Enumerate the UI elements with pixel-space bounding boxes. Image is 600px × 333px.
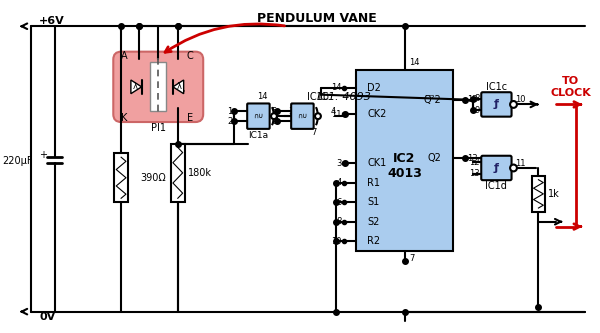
Text: TO
CLOCK: TO CLOCK [550,76,591,98]
Text: 3: 3 [289,107,294,116]
Text: 5: 5 [271,107,277,116]
Text: IC1: 4093: IC1: 4093 [317,92,370,102]
Bar [532,176,545,212]
Circle shape [315,113,321,119]
FancyBboxPatch shape [481,92,512,117]
Circle shape [510,165,517,171]
Text: 4: 4 [331,107,336,116]
Text: E: E [187,113,193,123]
Bar [151,62,166,111]
Circle shape [271,113,277,119]
Text: 14: 14 [257,92,268,101]
Text: CK2: CK2 [367,109,387,119]
Text: 3: 3 [337,159,342,167]
Text: PI1: PI1 [151,123,166,133]
Text: 10: 10 [515,95,525,104]
Text: 11: 11 [331,110,342,119]
Text: 13: 13 [469,169,480,178]
Polygon shape [173,80,184,94]
Text: λ: λ [176,82,181,91]
Text: CK1: CK1 [367,158,386,168]
Text: +: + [39,150,47,160]
Text: 7: 7 [409,254,415,263]
Bar [171,144,185,202]
Text: D2: D2 [367,83,381,93]
Text: Q̅²2: Q̅²2 [424,95,442,105]
Text: R2: R2 [367,236,380,246]
Text: 4: 4 [337,178,342,187]
Text: 8: 8 [475,94,480,103]
Text: 6: 6 [337,198,342,207]
Text: ƒ: ƒ [494,163,499,173]
Text: ∩∪: ∩∪ [297,113,308,119]
FancyBboxPatch shape [113,52,203,122]
Text: 1k: 1k [548,189,560,199]
Text: 14: 14 [409,58,420,67]
Text: K: K [121,113,127,123]
Text: S2: S2 [367,217,380,227]
Text: IC1c: IC1c [486,82,507,92]
Text: IC2
4013: IC2 4013 [387,152,422,179]
Text: 12: 12 [469,158,480,166]
Text: 180k: 180k [188,168,212,178]
Bar [114,153,128,202]
Text: ƒ: ƒ [494,100,499,110]
Text: ∩∪: ∩∪ [253,113,263,119]
Text: 10: 10 [331,237,342,246]
Text: 390Ω: 390Ω [140,173,166,183]
Text: +6V: +6V [39,16,65,26]
Text: PENDULUM VANE: PENDULUM VANE [257,12,376,25]
Text: 9: 9 [475,106,480,115]
Text: 2: 2 [227,117,233,126]
Text: 220μF: 220μF [2,156,33,166]
Bar [356,70,454,251]
Text: 7: 7 [311,128,316,137]
Text: 12: 12 [467,95,478,104]
Text: λ: λ [132,82,137,91]
Text: 14: 14 [331,83,342,92]
Text: 13: 13 [467,154,478,163]
Polygon shape [131,80,142,94]
Text: 8: 8 [337,217,342,226]
Text: R1: R1 [367,177,380,187]
Text: IC1b: IC1b [307,92,329,102]
Text: 6: 6 [271,117,277,126]
Circle shape [510,101,517,108]
Text: IC1d: IC1d [485,180,508,190]
FancyBboxPatch shape [247,104,269,129]
Text: C: C [187,51,193,61]
Text: 11: 11 [515,159,525,167]
FancyBboxPatch shape [481,156,512,180]
Text: S1: S1 [367,197,380,207]
Text: A: A [121,51,128,61]
FancyBboxPatch shape [291,104,314,129]
Text: IC1a: IC1a [248,131,268,140]
Text: Q2: Q2 [428,153,442,163]
Text: 1: 1 [227,107,233,116]
Text: 0V: 0V [39,311,55,322]
